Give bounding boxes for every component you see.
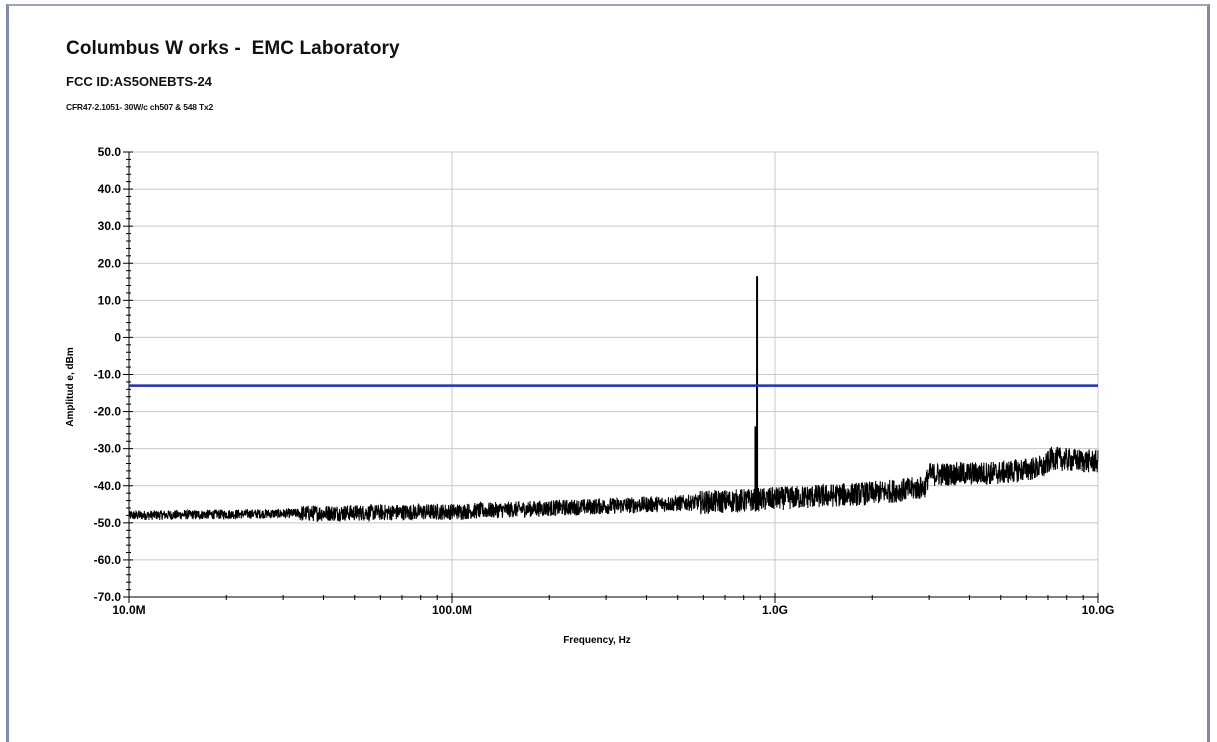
- y-tick-label: -10.0: [94, 368, 122, 382]
- x-tick-label: 100.0M: [432, 603, 472, 617]
- chart-title: Columbus W orks - EMC Laboratory: [66, 38, 400, 59]
- y-tick-label: -40.0: [94, 479, 122, 493]
- window-frame: [6, 4, 1210, 742]
- y-tick-label: 20.0: [98, 256, 122, 270]
- trace-group: [128, 276, 1099, 523]
- x-axis-label: Frequency, Hz: [563, 635, 631, 646]
- y-axis-label: Amplitud e, dBm: [65, 347, 76, 427]
- y-tick-label: 10.0: [98, 293, 122, 307]
- y-tick-label: -70.0: [94, 590, 122, 604]
- tick-labels: 50.0 40.0 30.0 20.0 10.0 0 -10.0 -20.0 -30.0 -40.…: [94, 145, 1115, 617]
- x-tick-label: 10.0G: [1082, 603, 1115, 617]
- x-tick-label: 10.0M: [112, 603, 145, 617]
- chart-subtitle-test-info: CFR47-2.1051- 30W/c ch507 & 548 Tx2: [66, 102, 214, 112]
- spectrum-trace: [128, 446, 1099, 523]
- y-tick-label: -50.0: [94, 516, 122, 530]
- grid-lines: [129, 151, 1099, 598]
- x-tick-label: 1.0G: [762, 603, 788, 617]
- y-tick-label: -60.0: [94, 553, 122, 567]
- y-tick-label: 0: [114, 330, 121, 344]
- chart-subtitle: FCC ID:AS5ONEBTS-24: [66, 74, 212, 89]
- y-tick-label: 50.0: [98, 145, 122, 159]
- y-tick-label: 30.0: [98, 219, 122, 233]
- y-tick-label: 40.0: [98, 182, 122, 196]
- chart-axes: [123, 151, 1099, 603]
- y-tick-label: -30.0: [94, 442, 122, 456]
- y-tick-label: -20.0: [94, 405, 122, 419]
